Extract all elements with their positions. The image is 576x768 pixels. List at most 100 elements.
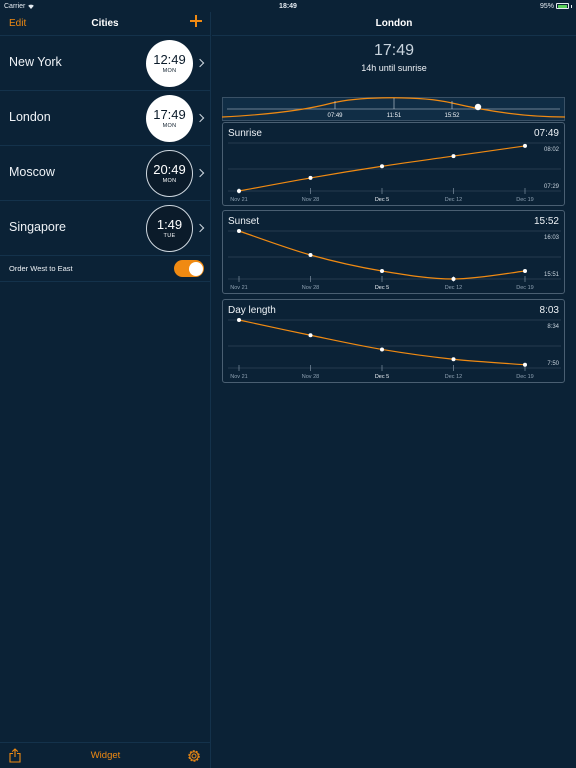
- add-city-icon[interactable]: [190, 15, 202, 27]
- strip-label-noon: 11:51: [387, 113, 402, 119]
- chevron-right-icon: [195, 223, 205, 233]
- cities-panel: Edit Cities New York 12:49 MON London 17:49 M…: [0, 12, 211, 768]
- wifi-icon: [28, 4, 35, 9]
- city-time: 1:49: [156, 217, 183, 232]
- y-tick-label: 16:03: [544, 235, 560, 241]
- x-tick-label: Dec 19: [516, 285, 533, 291]
- x-tick-label: Dec 12: [445, 374, 462, 380]
- city-row[interactable]: New York 12:49 MON: [0, 36, 210, 91]
- x-tick-label: Nov 28: [302, 374, 319, 380]
- battery-info: 95%: [540, 3, 572, 10]
- chart-title: Sunset: [228, 216, 260, 227]
- gear-icon[interactable]: [186, 748, 202, 764]
- city-time: 20:49: [153, 162, 186, 177]
- x-tick-label: Nov 21: [230, 285, 247, 291]
- city-name: London: [9, 110, 51, 124]
- chart-title: Sunrise: [228, 128, 262, 139]
- chevron-right-icon: [195, 113, 205, 123]
- detail-title: London: [212, 12, 576, 36]
- chart-card: Day length 8:03 Nov 21 Nov 28 Dec 5 Dec 12 Dec…: [222, 299, 565, 383]
- cities-nav-bar: Edit Cities: [0, 12, 210, 36]
- order-label: Order West to East: [9, 264, 73, 273]
- data-point: [451, 357, 456, 362]
- city-time: 12:49: [153, 52, 186, 67]
- data-point: [237, 189, 241, 193]
- chart-current-value: 15:52: [533, 216, 559, 227]
- cities-title: Cities: [91, 18, 119, 29]
- x-tick-label: Dec 5: [375, 285, 389, 291]
- city-day: TUE: [163, 233, 176, 239]
- chevron-right-icon: [195, 168, 205, 178]
- city-time: 17:49: [153, 107, 186, 122]
- until-sunrise-text: 14h until sunrise: [361, 63, 427, 73]
- x-tick-label: Dec 5: [375, 197, 389, 203]
- carrier-label: Carrier: [4, 2, 26, 10]
- data-point: [380, 269, 384, 273]
- status-bar: Carrier 18:49 95%: [0, 0, 576, 12]
- city-name: Singapore: [9, 220, 66, 234]
- x-tick-label: Dec 5: [375, 374, 389, 380]
- strip-label-sunset: 15:52: [444, 113, 460, 119]
- y-tick-label: 15:51: [544, 272, 560, 278]
- x-tick-label: Dec 12: [445, 285, 462, 291]
- chart-card: Sunset 15:52 Nov 21 Nov 28 Dec 5 Dec 12 Dec 19…: [222, 210, 565, 294]
- battery-percent: 95%: [539, 2, 554, 10]
- line-chart: Nov 21 Nov 28 Dec 5 Dec 12 Dec 19 16:03 15:51: [228, 229, 561, 291]
- x-tick-label: Nov 21: [230, 374, 247, 380]
- data-point: [308, 333, 313, 338]
- city-row[interactable]: Singapore 1:49 TUE: [0, 201, 210, 256]
- city-row[interactable]: London 17:49 MON: [0, 91, 210, 146]
- city-list: New York 12:49 MON London 17:49 MON Moscow 20:4…: [0, 36, 210, 256]
- data-point: [523, 362, 527, 367]
- bottom-toolbar: Widget: [0, 742, 211, 768]
- x-tick-label: Dec 19: [516, 374, 533, 380]
- battery-icon: [556, 3, 569, 9]
- y-tick-label: 7:50: [547, 361, 559, 367]
- city-name: New York: [9, 55, 62, 69]
- data-point: [380, 164, 384, 169]
- data-point: [451, 154, 456, 159]
- x-tick-label: Dec 12: [445, 197, 462, 203]
- status-time: 18:49: [279, 2, 297, 10]
- x-tick-label: Nov 28: [302, 197, 319, 203]
- x-tick-label: Nov 28: [302, 285, 319, 291]
- chart-current-value: 8:03: [539, 305, 559, 316]
- data-point: [237, 229, 241, 233]
- chart-current-value: 07:49: [533, 128, 559, 139]
- data-point: [308, 175, 313, 180]
- chevron-right-icon: [195, 58, 205, 68]
- edit-button[interactable]: Edit: [9, 18, 27, 29]
- data-point: [523, 143, 527, 148]
- data-point: [380, 347, 384, 352]
- city-clock: 1:49 TUE: [146, 205, 193, 252]
- daylight-strip: 07:49 11:51 15:52: [222, 97, 565, 121]
- series-line: [238, 319, 526, 366]
- city-day: MON: [162, 178, 177, 184]
- series-line: [238, 145, 526, 192]
- share-icon[interactable]: [9, 748, 21, 763]
- strip-label-sunrise: 07:49: [327, 113, 343, 119]
- x-tick-label: Nov 21: [230, 197, 247, 203]
- data-point: [237, 318, 241, 322]
- order-toggle[interactable]: [174, 260, 204, 277]
- chart-card: Sunrise 07:49 Nov 21 Nov 28 Dec 5 Dec 12 Dec 1…: [222, 122, 565, 206]
- data-point: [451, 277, 456, 281]
- widget-button[interactable]: Widget: [90, 750, 121, 761]
- city-row[interactable]: Moscow 20:49 MON: [0, 146, 210, 201]
- data-point: [523, 269, 527, 273]
- city-day: MON: [162, 123, 177, 129]
- line-chart: Nov 21 Nov 28 Dec 5 Dec 12 Dec 19 08:02 07:29: [228, 142, 561, 203]
- data-point: [308, 253, 313, 257]
- current-time: 17:49: [373, 42, 415, 59]
- line-chart: Nov 21 Nov 28 Dec 5 Dec 12 Dec 19 8:34 7:50: [228, 318, 561, 380]
- city-day: MON: [162, 68, 177, 74]
- city-clock: 17:49 MON: [146, 95, 193, 142]
- current-sun-marker: [474, 103, 482, 111]
- city-detail-panel: London 17:49 14h until sunrise 07:49 11:…: [212, 12, 576, 768]
- y-tick-label: 08:02: [544, 147, 560, 153]
- chart-title: Day length: [228, 305, 276, 316]
- order-row: Order West to East: [0, 256, 210, 282]
- y-tick-label: 8:34: [547, 324, 559, 330]
- city-name: Moscow: [9, 165, 55, 179]
- city-clock: 20:49 MON: [146, 150, 193, 197]
